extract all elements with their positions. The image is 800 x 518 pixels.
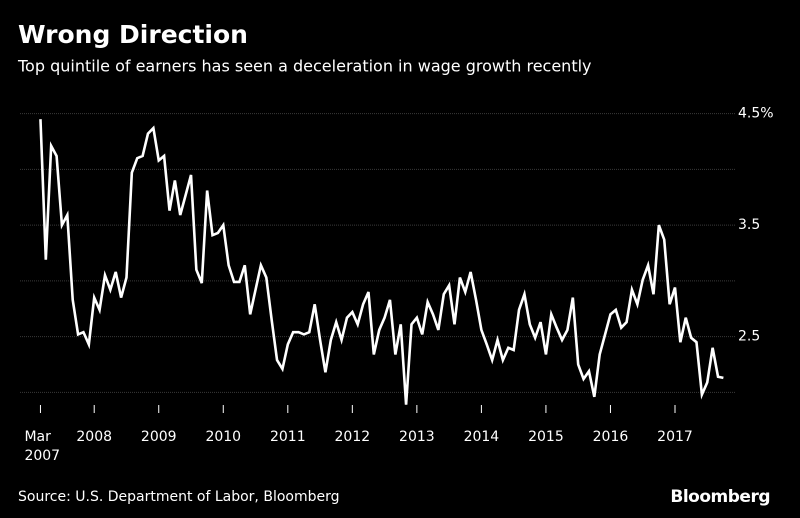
x-tick-label: 2010 <box>205 429 241 445</box>
source: Source: U.S. Department of Labor, Bloomb… <box>18 489 340 505</box>
y-tick-label: 2.5 <box>738 329 760 345</box>
chart-subtitle: Top quintile of earners has seen a decel… <box>17 57 592 76</box>
x-tick-label: 2016 <box>593 429 629 445</box>
x-tick-label: 2015 <box>528 429 564 445</box>
x-tick-label: 2014 <box>464 429 500 445</box>
x-tick-label: 2013 <box>399 429 435 445</box>
x-tick-label: 2017 <box>657 429 693 445</box>
x-tick-label: 2012 <box>335 429 371 445</box>
logo: Bloomberg <box>670 487 770 507</box>
x-tick-label: 2009 <box>141 429 177 445</box>
y-tick-label: 4.5% <box>738 106 774 122</box>
x-tick-label: 2011 <box>270 429 306 445</box>
data-line <box>39 119 724 405</box>
x-tick-label: 2008 <box>76 429 112 445</box>
chart-title: Wrong Direction <box>18 20 248 49</box>
x-tick-label: Mar 2007 <box>24 429 60 464</box>
y-tick-label: 3.5 <box>738 217 760 233</box>
